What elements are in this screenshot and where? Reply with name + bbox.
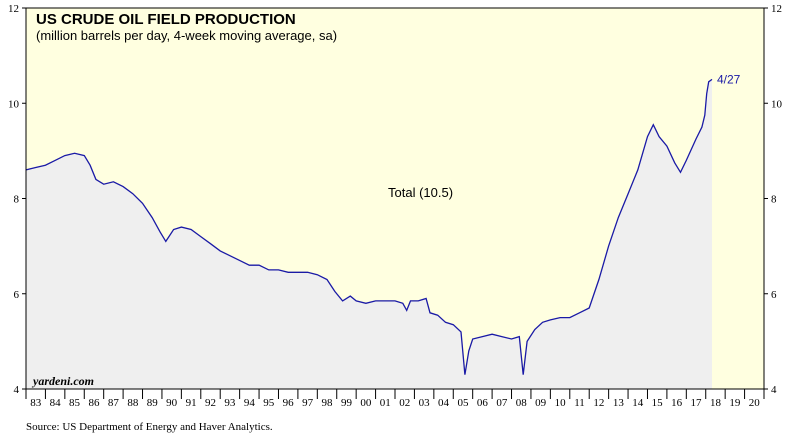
x-tick-label: 11: [574, 397, 585, 409]
series-line-total: [25, 78, 713, 375]
x-tick-label: 20: [749, 397, 761, 409]
x-tick-label: 83: [30, 397, 42, 409]
x-tick-label: 14: [632, 397, 644, 409]
x-tick-label: 05: [457, 397, 469, 409]
y-tick-label-right: 6: [771, 289, 777, 301]
x-tick-label: 98: [322, 397, 334, 409]
y-tick-label-right: 8: [771, 194, 777, 206]
x-tick-label: 91: [186, 397, 197, 409]
x-tick-label: 07: [496, 397, 508, 409]
x-tick-label: 94: [244, 397, 256, 409]
x-tick-label: 89: [147, 397, 159, 409]
x-tick-label: 93: [224, 397, 236, 409]
x-tick-label: 96: [283, 397, 295, 409]
x-tick-label: 04: [438, 397, 450, 409]
y-tick-label-right: 4: [771, 384, 777, 396]
area-fill: [26, 79, 712, 390]
x-tick-label: 84: [50, 397, 62, 409]
y-tick-label-left: 8: [14, 194, 20, 206]
x-tick-label: 00: [360, 397, 372, 409]
x-tick-label: 02: [399, 397, 410, 409]
x-tick-label: 18: [710, 397, 722, 409]
x-tick-label: 86: [88, 397, 100, 409]
y-tick-label-right: 10: [771, 98, 783, 110]
series-label: Total (10.5): [388, 185, 453, 200]
y-tick-label-left: 12: [8, 3, 19, 15]
x-tick-label: 16: [671, 397, 683, 409]
x-tick-label: 90: [166, 397, 178, 409]
x-tick-label: 17: [691, 397, 703, 409]
x-tick-label: 12: [593, 397, 604, 409]
x-tick-label: 09: [535, 397, 547, 409]
x-tick-label: 10: [555, 397, 567, 409]
y-tick-label-left: 6: [14, 289, 20, 301]
x-tick-label: 87: [108, 397, 120, 409]
end-date-label: 4/27: [717, 72, 741, 86]
x-tick-label: 92: [205, 397, 216, 409]
x-tick-label: 85: [69, 397, 81, 409]
chart-subtitle: (million barrels per day, 4-week moving …: [36, 28, 337, 43]
y-tick-label-right: 12: [771, 3, 782, 15]
source-note: Source: US Department of Energy and Have…: [26, 421, 273, 433]
x-tick-label: 95: [263, 397, 275, 409]
x-tick-label: 88: [127, 397, 139, 409]
watermark: yardeni.com: [31, 374, 94, 388]
y-tick-label-left: 4: [14, 384, 20, 396]
x-tick-label: 08: [516, 397, 528, 409]
x-tick-label: 06: [477, 397, 489, 409]
x-tick-label: 13: [613, 397, 625, 409]
x-tick-label: 97: [302, 397, 314, 409]
x-tick-label: 15: [652, 397, 664, 409]
chart-title: US CRUDE OIL FIELD PRODUCTION: [36, 11, 296, 28]
y-tick-label-left: 10: [8, 98, 20, 110]
x-tick-label: 03: [419, 397, 431, 409]
x-tick-label: 01: [380, 397, 391, 409]
x-tick-label: 99: [341, 397, 353, 409]
x-tick-label: 19: [729, 397, 741, 409]
